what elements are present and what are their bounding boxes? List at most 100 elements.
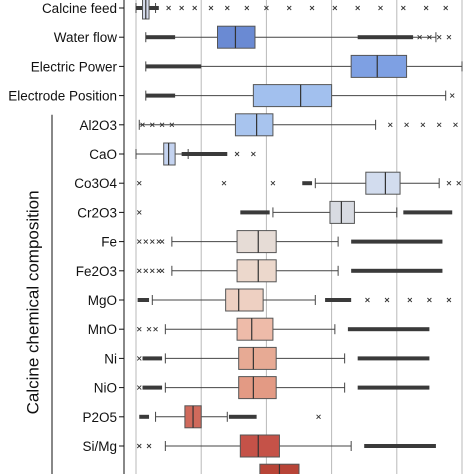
grid-lines xyxy=(135,0,463,474)
outlier-mark xyxy=(136,210,142,215)
outlier-band xyxy=(347,327,430,332)
outlier-mark xyxy=(446,180,452,186)
box-row: Al2O3 xyxy=(79,113,458,137)
outlier-mark xyxy=(234,151,240,157)
outlier-band xyxy=(228,414,257,419)
box-row: MnO xyxy=(88,317,430,341)
box-iqr xyxy=(236,317,274,341)
box-iqr xyxy=(350,54,408,78)
box-iqr xyxy=(217,25,256,49)
outlier-mark xyxy=(136,385,142,390)
variable-label: Ni xyxy=(104,351,117,366)
outlier-band xyxy=(181,152,228,156)
outlier-mark xyxy=(449,93,455,98)
variable-label: CaO xyxy=(89,147,117,162)
outlier-mark xyxy=(140,122,145,128)
outlier-mark xyxy=(159,268,165,274)
outlier-mark xyxy=(436,34,442,40)
outlier-mark xyxy=(417,34,422,40)
box-iqr xyxy=(238,376,277,400)
outlier-mark xyxy=(159,239,165,244)
outlier-mark xyxy=(136,326,142,332)
variable-label: Cr2O3 xyxy=(77,205,117,220)
outlier-mark xyxy=(443,5,449,11)
outlier-mark xyxy=(378,5,383,11)
outlier-mark xyxy=(159,122,165,128)
outlier-mark xyxy=(387,122,393,128)
outlier-mark xyxy=(208,5,214,11)
outlier-band xyxy=(240,210,270,215)
outlier-mark xyxy=(244,5,250,11)
outlier-band xyxy=(351,239,443,244)
outlier-mark xyxy=(136,268,142,274)
outlier-band xyxy=(145,35,176,40)
outlier-mark xyxy=(179,5,184,11)
outlier-mark xyxy=(286,5,292,11)
box-rows: Calcine feed Water flow Electric Power Elec… xyxy=(8,0,463,474)
box-row: P2O5 xyxy=(82,405,321,429)
outlier-band xyxy=(357,356,430,361)
outlier-mark xyxy=(407,297,413,303)
outlier-mark xyxy=(456,180,462,186)
outlier-mark xyxy=(146,326,152,332)
variable-label: Water flow xyxy=(54,30,118,45)
box-row: CaO xyxy=(89,142,256,166)
box-iqr xyxy=(238,346,277,370)
box-row: Ni xyxy=(104,346,430,370)
outlier-mark xyxy=(365,297,370,303)
box-iqr xyxy=(365,171,401,195)
outlier-mark xyxy=(270,180,276,186)
outlier-band xyxy=(403,210,453,215)
outlier-band xyxy=(357,35,414,40)
box-row: Calcine feed xyxy=(42,0,449,20)
outlier-mark xyxy=(149,239,155,244)
box-iqr xyxy=(239,434,280,458)
variable-label: P2O5 xyxy=(82,410,117,425)
outlier-band xyxy=(142,356,163,361)
outlier-band xyxy=(357,385,430,390)
outlier-mark xyxy=(384,297,390,303)
box-row: Electric Power xyxy=(31,54,463,78)
outlier-mark xyxy=(149,268,155,274)
outlier-mark xyxy=(143,239,149,244)
box-row: Electrode Position xyxy=(8,84,455,108)
variable-label: Electric Power xyxy=(31,59,118,74)
variable-label: Fe2O3 xyxy=(76,264,117,279)
variable-label: Al2O3 xyxy=(79,118,117,133)
outlier-mark xyxy=(420,122,426,128)
outlier-mark xyxy=(404,122,409,128)
box-row xyxy=(259,463,300,474)
outlier-band xyxy=(139,414,150,419)
outlier-mark xyxy=(264,5,269,11)
variable-label: Si/Mg xyxy=(82,439,117,454)
variable-label: Calcine feed xyxy=(42,1,117,16)
outlier-mark xyxy=(221,180,227,186)
outlier-mark xyxy=(136,239,142,244)
box-row: Si/Mg xyxy=(82,434,436,458)
group-label: Calcine chemical composition xyxy=(23,190,42,414)
outlier-mark xyxy=(136,443,142,449)
box-iqr xyxy=(163,142,176,166)
box-iqr xyxy=(236,259,277,283)
outlier-mark xyxy=(423,5,429,11)
box-row: MgO xyxy=(88,288,452,312)
outlier-mark xyxy=(136,356,142,361)
outlier-mark xyxy=(427,34,432,40)
outlier-mark xyxy=(136,180,142,186)
outlier-mark xyxy=(446,297,452,303)
variable-label: MnO xyxy=(88,322,117,337)
outlier-band xyxy=(142,385,163,390)
box-row: Fe2O3 xyxy=(76,259,443,283)
outlier-mark xyxy=(169,122,175,128)
outlier-mark xyxy=(224,5,230,11)
box-row: Cr2O3 xyxy=(77,200,453,224)
outlier-mark xyxy=(153,326,158,332)
outlier-band xyxy=(145,64,202,69)
outlier-mark xyxy=(446,34,452,40)
box-iqr xyxy=(225,288,264,312)
outlier-band xyxy=(364,444,436,448)
outlier-mark xyxy=(332,5,338,11)
outlier-band xyxy=(351,268,443,273)
outlier-mark xyxy=(355,5,360,11)
